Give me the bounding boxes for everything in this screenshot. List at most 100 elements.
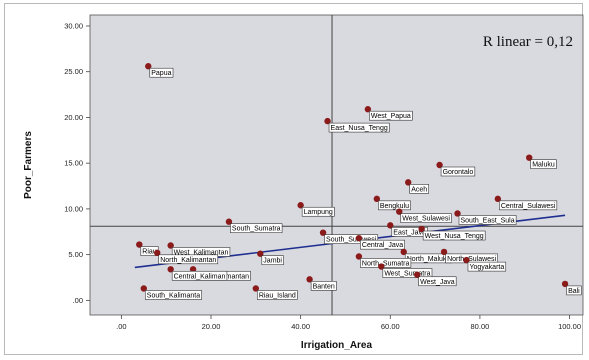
point-label: Jambi: [263, 258, 282, 265]
y-tick-label: 10.00: [64, 204, 83, 213]
point-label-box: [360, 239, 405, 250]
data-point: [167, 242, 174, 249]
y-tick-label: 15.00: [64, 159, 83, 168]
y-axis: .00 5.00 10.00 15.00 20.00 25.00 30.00: [64, 21, 90, 305]
data-point: [373, 195, 381, 203]
point-label-box: [171, 270, 228, 281]
point-label: Central_Java: [362, 242, 403, 249]
point-label: North_Sulawesi: [447, 256, 496, 263]
y-tick-label: 30.00: [64, 21, 83, 30]
data-point: [297, 202, 304, 209]
point-label-box: [440, 166, 476, 177]
data-point: [418, 225, 425, 233]
data-point-group: West_Java: [413, 271, 457, 287]
point-label: Yogyakarta: [469, 264, 504, 271]
point-label: South_East_Sula: [461, 217, 515, 224]
point-label-box: [467, 261, 507, 272]
y-tick-label: 5.00: [68, 250, 83, 259]
point-label-box: [422, 230, 486, 241]
x-tick-label: 60.00: [381, 322, 400, 331]
point-label: West_Sulawesi: [402, 216, 450, 223]
chart-frame: .00 5.00 10.00 15.00 20.00 25.00 30.00 .00 20.0…: [4, 3, 584, 355]
data-point: [324, 117, 331, 125]
point-label-box: [458, 215, 517, 225]
r-linear-annotation: R linear = 0,12: [483, 34, 573, 50]
x-tick-label: 20.00: [202, 322, 221, 331]
data-point-group: Aceh: [405, 179, 429, 194]
data-point-group: Papua: [145, 63, 174, 78]
data-point: [189, 266, 197, 273]
data-point: [396, 208, 403, 215]
data-point: [436, 161, 443, 169]
data-point-group: Bengkulu: [373, 195, 411, 211]
data-point: [355, 234, 363, 242]
x-tick-label: 40.00: [291, 322, 310, 331]
data-point: [319, 229, 327, 236]
data-point-group: Maluku: [526, 154, 557, 169]
point-label: West_Papua: [371, 113, 411, 120]
data-point-group: Central_Java: [355, 234, 405, 250]
x-axis: .00 20.00 40.00 60.00 80.00 100.00: [116, 315, 581, 331]
data-point-group: Central_Sulawesi: [494, 195, 558, 211]
x-axis-title: Irrigation_Area: [301, 340, 373, 351]
point-label: Riau: [142, 249, 157, 256]
data-point-group: North_Sumatra: [355, 253, 412, 268]
point-label-box: [257, 290, 298, 300]
point-label: West_Sumatra: [384, 271, 430, 278]
point-label: Banten: [313, 283, 335, 290]
data-point: [405, 179, 412, 186]
point-label-box: [261, 255, 284, 266]
point-label-box: [230, 223, 283, 234]
data-point: [140, 285, 147, 292]
data-point: [413, 271, 421, 278]
data-point: [225, 218, 233, 225]
point-label-box: [378, 200, 411, 211]
x-tick-label: 80.00: [471, 322, 490, 331]
data-point: [494, 195, 502, 203]
point-label: Maluku: [532, 162, 555, 169]
point-label-box: [418, 276, 457, 287]
data-point: [378, 263, 385, 270]
data-point: [145, 63, 152, 70]
data-point-group: Bali: [561, 280, 582, 296]
point-label-box: [360, 258, 412, 268]
point-label: Aceh: [411, 186, 427, 193]
point-label-box: [158, 254, 219, 265]
point-label-box: [566, 285, 582, 296]
data-point: [454, 210, 461, 217]
point-label: South_Sumatra: [232, 226, 281, 233]
point-label: North_Kalimantan: [160, 257, 216, 264]
data-point: [526, 154, 533, 161]
data-point: [257, 250, 264, 257]
data-point: [154, 249, 161, 257]
data-point: [167, 266, 174, 273]
x-tick-label: .00: [116, 322, 126, 331]
data-point: [252, 285, 260, 292]
y-tick-label: .00: [73, 296, 83, 305]
point-label: Riau_Island: [259, 292, 296, 299]
point-label: Bengkulu: [380, 203, 409, 210]
point-label-box: [310, 281, 337, 291]
data-point: [400, 248, 407, 256]
point-label: Bali: [568, 288, 580, 295]
data-point: [387, 222, 394, 229]
plot-area: [89, 14, 584, 316]
x-tick-label: 100.00: [558, 322, 581, 331]
point-label: West_Java: [420, 279, 455, 286]
data-point-group: Lampung: [297, 202, 335, 217]
data-point-group: South_Kalimanta: [140, 285, 202, 300]
y-axis-title: Poor_Farmers: [23, 131, 34, 199]
data-points: Papua West_Papua East_Nusa_Tengg Gorontalo M…: [136, 63, 582, 300]
data-point-group: West_Nusa_Tengg: [418, 225, 486, 241]
point-label: South_Sulawesi: [326, 237, 377, 244]
point-label: East_Java: [393, 229, 426, 236]
data-point-group: South_East_Sula: [454, 210, 517, 225]
y-tick-label: 20.00: [64, 113, 83, 122]
point-label-box: [400, 213, 452, 223]
data-point: [440, 248, 448, 256]
data-point: [306, 276, 313, 283]
data-point-group: East_Nusa_Tengg: [324, 117, 390, 133]
data-point: [561, 280, 569, 288]
point-label: North_Sumatra: [362, 260, 410, 267]
data-point: [364, 106, 372, 113]
